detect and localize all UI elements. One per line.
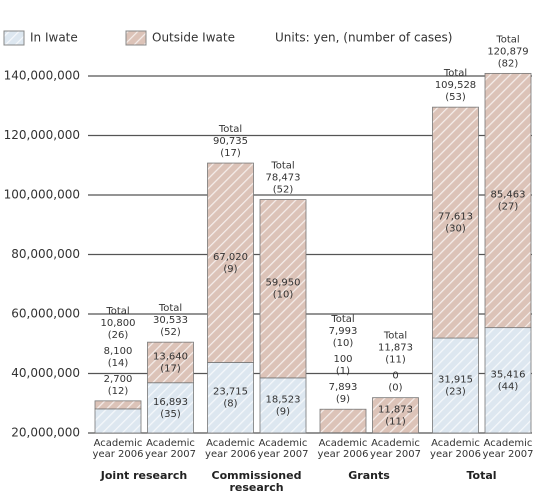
x-tick-label: Academic year 2007	[257, 438, 309, 460]
total-label: 7,993	[329, 326, 358, 337]
y-tick-label: 120,000,000	[4, 128, 80, 142]
value-label: 16,893	[153, 397, 188, 408]
bar-segment	[147, 341, 194, 384]
bar-segment	[432, 106, 479, 339]
total-label: 30,533	[153, 315, 188, 326]
count-label: (30)	[445, 224, 466, 235]
value-label: 8,100	[104, 346, 133, 357]
total-label: 109,528	[435, 80, 476, 91]
value-label: 100	[333, 354, 352, 365]
value-label: 77,613	[438, 212, 473, 223]
y-tick-label: 40,000,000	[11, 366, 80, 380]
value-label: 2,700	[104, 374, 133, 385]
total-count: (10)	[333, 338, 354, 349]
total-label: 90,735	[213, 136, 248, 147]
count-label: (27)	[498, 202, 519, 213]
units-note: Units: yen, (number of cases)	[275, 31, 453, 45]
total-word: Total	[270, 161, 294, 172]
count-label: (35)	[160, 409, 181, 420]
count-label: (9)	[276, 406, 290, 417]
group-label: Grants	[348, 469, 390, 482]
total-word: Total	[383, 331, 407, 342]
count-label: (8)	[223, 399, 237, 410]
x-tick-label: Academic year 2007	[370, 438, 421, 460]
bar-segment	[259, 199, 307, 379]
x-tick-label: Academic year 2006	[205, 438, 256, 460]
value-label: 13,640	[153, 351, 188, 362]
bar-segment	[94, 408, 142, 434]
total-word: Total	[495, 34, 519, 45]
x-tick-label: Academic year 2007	[145, 438, 196, 460]
y-tick-label: 100,000,000	[4, 188, 80, 202]
bar-segment	[259, 377, 307, 434]
y-tick-label: 60,000,000	[11, 307, 80, 321]
group-label: Commissioned research	[211, 469, 302, 494]
total-count: (17)	[220, 148, 241, 159]
count-label: (23)	[445, 387, 466, 398]
total-label: 78,473	[266, 173, 301, 184]
value-label: 31,915	[438, 375, 473, 386]
count-label: (14)	[108, 358, 129, 369]
group-label: Total	[466, 469, 497, 482]
total-count: (82)	[498, 58, 519, 69]
total-label: 120,879	[487, 46, 528, 57]
bar-segment	[372, 397, 419, 434]
total-count: (11)	[385, 355, 406, 366]
bar-segment	[484, 327, 532, 434]
value-label: 7,893	[329, 382, 358, 393]
total-word: Total	[330, 314, 354, 325]
count-label: (0)	[388, 383, 402, 394]
bar-segment	[147, 382, 194, 434]
total-count: (53)	[445, 92, 466, 103]
bar-segment	[432, 337, 479, 434]
bar-segment	[484, 72, 532, 329]
legend-swatch	[125, 30, 147, 46]
y-tick-label: 140,000,000	[4, 69, 80, 83]
count-label: (44)	[498, 381, 519, 392]
group-label: Joint research	[100, 469, 188, 482]
x-tick-label: Academic year 2006	[430, 438, 481, 460]
total-label: 10,800	[101, 318, 136, 329]
count-label: (11)	[385, 416, 406, 427]
x-tick-label: Academic year 2006	[317, 438, 369, 460]
y-tick-label: 20,000,000	[11, 426, 80, 440]
value-label: 35,416	[491, 369, 526, 380]
total-count: (52)	[273, 185, 294, 196]
count-label: (1)	[336, 366, 350, 377]
total-word: Total	[158, 303, 182, 314]
y-tick-label: 80,000,000	[11, 247, 80, 261]
total-count: (26)	[108, 330, 129, 341]
total-count: (52)	[160, 327, 181, 338]
value-label: 85,463	[491, 190, 526, 201]
total-word: Total	[443, 68, 467, 79]
bar-segment	[207, 362, 254, 434]
legend-swatch	[3, 30, 25, 46]
value-label: 0	[392, 371, 398, 382]
bar-segment	[94, 400, 142, 410]
x-tick-label: Academic year 2007	[482, 438, 534, 460]
value-label: 23,715	[213, 387, 248, 398]
legend-label: In Iwate	[30, 31, 78, 45]
count-label: (12)	[108, 386, 129, 397]
value-label: 18,523	[266, 394, 301, 405]
count-label: (9)	[223, 264, 237, 275]
x-tick-label: Academic year 2006	[92, 438, 144, 460]
value-label: 59,950	[266, 278, 301, 289]
value-label: 67,020	[213, 252, 248, 263]
bar-segment	[319, 408, 367, 434]
bar-segment	[207, 162, 254, 363]
count-label: (17)	[160, 363, 181, 374]
legend-label: Outside Iwate	[152, 31, 235, 45]
total-label: 11,873	[378, 343, 413, 354]
total-word: Total	[105, 306, 129, 317]
total-word: Total	[218, 124, 242, 135]
count-label: (10)	[273, 290, 294, 301]
count-label: (9)	[336, 394, 350, 405]
value-label: 11,873	[378, 404, 413, 415]
